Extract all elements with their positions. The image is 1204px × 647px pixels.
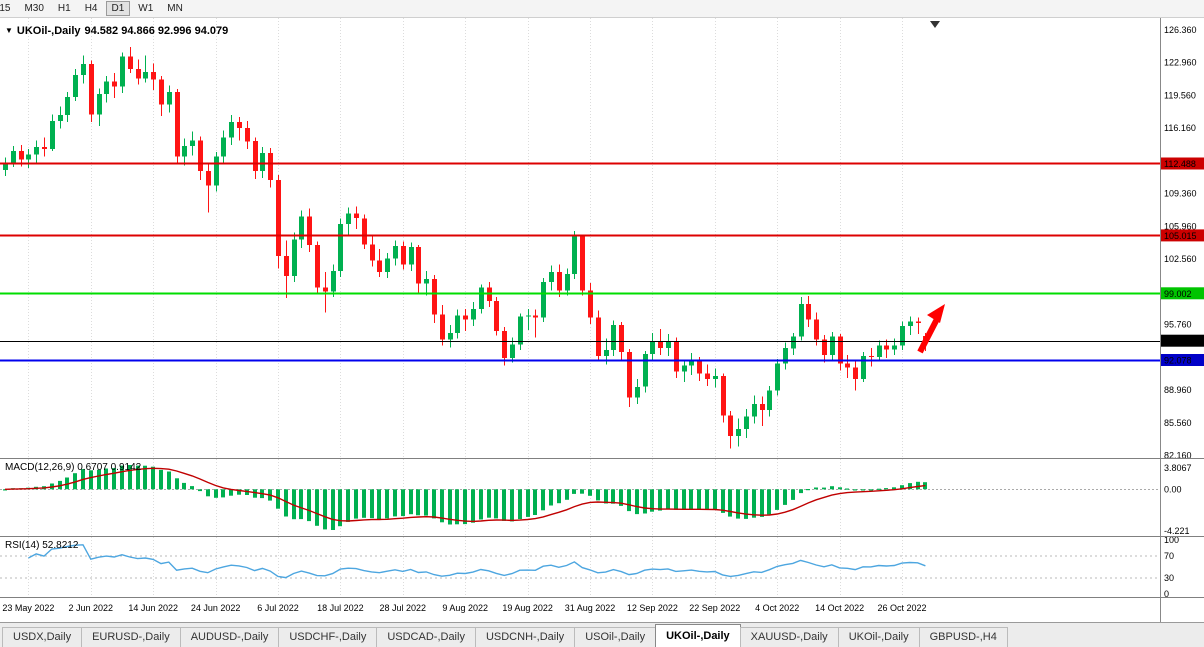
svg-text:26 Oct 2022: 26 Oct 2022: [877, 603, 926, 613]
macd-axis-labels: 3.8067 0.00 -4.221: [1164, 463, 1192, 536]
price-tag: 94.079: [1161, 334, 1204, 347]
chart-tab-usdcnh-daily[interactable]: USDCNH-,Daily: [474, 627, 576, 647]
chart-tab-usoil-daily[interactable]: USOil-,Daily: [574, 627, 657, 647]
rsi-indicator-label: RSI(14) 52.8212: [5, 540, 79, 551]
svg-text:82.160: 82.160: [1164, 451, 1192, 460]
svg-text:119.560: 119.560: [1164, 90, 1196, 100]
macd-pane[interactable]: 3.8067 0.00 -4.221: [0, 459, 1204, 537]
svg-text:105.960: 105.960: [1164, 221, 1197, 231]
chart-symbol-label: UKOil-,Daily: [16, 25, 81, 37]
svg-text:-4.221: -4.221: [1164, 526, 1190, 536]
chart-tab-usdx-daily[interactable]: USDX,Daily: [2, 627, 83, 647]
svg-text:4 Oct 2022: 4 Oct 2022: [755, 603, 799, 613]
trend-arrow-annotation[interactable]: [917, 304, 945, 354]
chart-tab-usdchf-daily[interactable]: USDCHF-,Daily: [278, 627, 378, 647]
svg-text:0: 0: [1164, 589, 1169, 598]
timeframe-button-m30[interactable]: M30: [24, 3, 44, 14]
chart-tab-audusd-daily[interactable]: AUDUSD-,Daily: [179, 627, 280, 647]
macd-signal-line: [4, 467, 926, 523]
chart-tab-gbpusd-h4[interactable]: GBPUSD-,H4: [918, 627, 1008, 647]
price-tag: 105.015: [1161, 229, 1204, 242]
svg-text:95.760: 95.760: [1164, 320, 1192, 330]
chart-tab-eurusd-daily[interactable]: EURUSD-,Daily: [81, 627, 181, 647]
svg-text:22 Sep 2022: 22 Sep 2022: [689, 603, 740, 613]
chart-area[interactable]: 126.360122.960119.560116.160112.760109.3…: [0, 18, 1204, 622]
chart-tab-usdcad-daily[interactable]: USDCAD-,Daily: [376, 627, 476, 647]
svg-text:12 Sep 2022: 12 Sep 2022: [627, 603, 678, 613]
svg-text:9 Aug 2022: 9 Aug 2022: [442, 603, 488, 613]
svg-text:19 Aug 2022: 19 Aug 2022: [502, 603, 553, 613]
svg-text:92.078: 92.078: [1164, 356, 1192, 366]
timeframe-button-h1[interactable]: H1: [57, 3, 71, 14]
chart-tab-ukoil-daily[interactable]: UKOil-,Daily: [837, 627, 920, 647]
rsi-line: [28, 544, 926, 579]
chart-tabs-bar: USDX,Daily EURUSD-,Daily AUDUSD-,Daily USDC…: [0, 622, 1204, 647]
svg-text:6 Jul 2022: 6 Jul 2022: [257, 603, 299, 613]
svg-text:31 Aug 2022: 31 Aug 2022: [565, 603, 616, 613]
chart-tab-ukoil-daily[interactable]: UKOil-,Daily: [655, 624, 741, 647]
svg-text:3.8067: 3.8067: [1164, 463, 1192, 473]
svg-text:88.960: 88.960: [1164, 385, 1192, 395]
date-axis: 23 May 2022 2 Jun 2022 14 Jun 2022 24 Jun 2…: [2, 598, 1161, 622]
svg-text:94.079: 94.079: [1164, 336, 1192, 346]
rsi-pane[interactable]: 100 70 30 0: [0, 537, 1204, 598]
svg-text:112.488: 112.488: [1164, 159, 1196, 169]
chart-tab-xauusd-daily[interactable]: XAUUSD-,Daily: [739, 627, 839, 647]
symbol-dropdown-icon: ▼: [5, 26, 13, 35]
timeframe-button-group: M15 M30 H1 H4 D1 W1 MN: [0, 1, 190, 16]
svg-text:18 Jul 2022: 18 Jul 2022: [317, 603, 364, 613]
date-axis-labels: 23 May 2022 2 Jun 2022 14 Jun 2022 24 Jun 2…: [2, 603, 926, 613]
timeframe-button-m15[interactable]: M15: [0, 3, 11, 14]
candles-layer: [3, 46, 928, 449]
svg-text:116.160: 116.160: [1164, 123, 1196, 133]
svg-text:28 Jul 2022: 28 Jul 2022: [380, 603, 427, 613]
timeframe-button-h4[interactable]: H4: [84, 3, 98, 14]
price-tag: 112.488: [1161, 157, 1204, 170]
svg-text:30: 30: [1164, 573, 1174, 583]
svg-text:85.560: 85.560: [1164, 418, 1192, 428]
svg-text:0.00: 0.00: [1164, 484, 1182, 494]
svg-text:14 Jun 2022: 14 Jun 2022: [128, 603, 178, 613]
svg-text:109.360: 109.360: [1164, 189, 1197, 199]
price-tag: 99.002: [1161, 287, 1204, 300]
svg-text:70: 70: [1164, 551, 1174, 561]
macd-indicator-label: MACD(12,26,9) 0.6707 0.9142: [5, 462, 142, 473]
timeframe-toolbar: M15 M30 H1 H4 D1 W1 MN: [0, 0, 1204, 18]
svg-text:23 May 2022: 23 May 2022: [2, 603, 54, 613]
svg-text:122.960: 122.960: [1164, 58, 1197, 68]
chart-ohlc-values: 94.582 94.866 92.996 94.079: [84, 25, 229, 37]
svg-text:2 Jun 2022: 2 Jun 2022: [69, 603, 114, 613]
svg-text:14 Oct 2022: 14 Oct 2022: [815, 603, 864, 613]
rsi-axis-labels: 100 70 30 0: [1164, 537, 1179, 598]
chart-title: ▼ UKOil-,Daily 94.582 94.866 92.996 94.0…: [5, 25, 228, 37]
price-tag: 92.078: [1161, 354, 1204, 366]
timeframe-button-w1[interactable]: W1: [138, 3, 154, 14]
svg-text:100: 100: [1164, 537, 1179, 545]
timeframe-button-mn[interactable]: MN: [167, 3, 183, 14]
horizontal-lines-layer[interactable]: [0, 162, 1160, 362]
main-price-chart[interactable]: 126.360122.960119.560116.160112.760109.3…: [0, 18, 1204, 459]
timeframe-button-d1[interactable]: D1: [105, 1, 131, 16]
svg-text:126.360: 126.360: [1164, 25, 1197, 35]
svg-text:24 Jun 2022: 24 Jun 2022: [191, 603, 241, 613]
svg-text:102.560: 102.560: [1164, 254, 1197, 264]
chart-shift-marker[interactable]: [930, 21, 940, 28]
svg-text:105.015: 105.015: [1164, 231, 1197, 241]
svg-text:99.002: 99.002: [1164, 289, 1192, 299]
